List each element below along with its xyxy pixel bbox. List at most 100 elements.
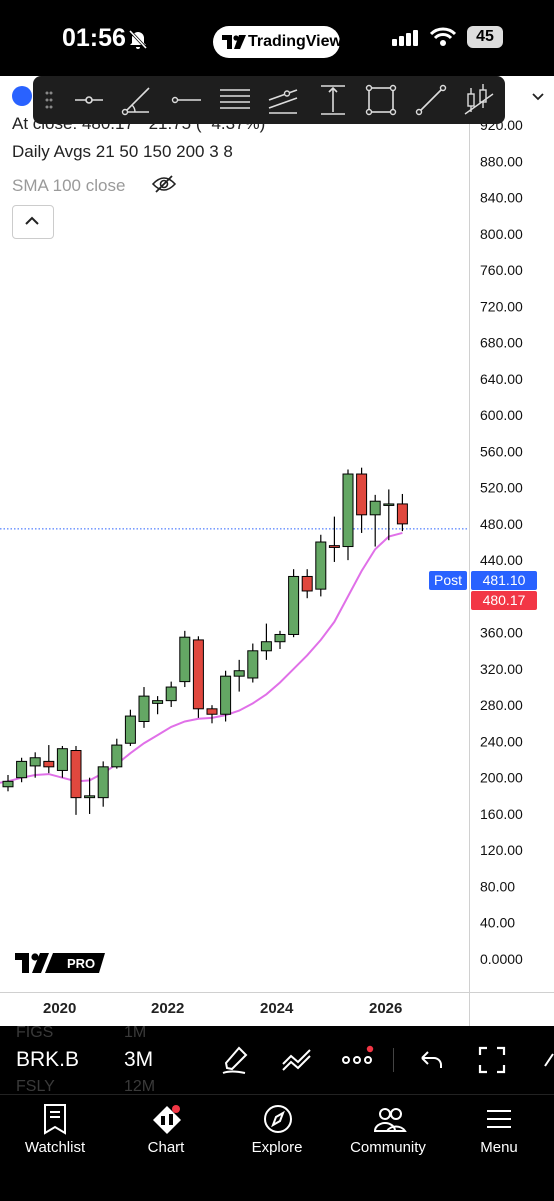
candles-tool-icon[interactable] <box>461 82 497 118</box>
time-axis-label: 2020 <box>43 1000 77 1017</box>
candle-body <box>29 757 41 767</box>
candle-body <box>260 641 272 652</box>
post-market-price: 481.10 <box>471 571 537 590</box>
price-axis-tick: 120.00 <box>480 842 523 858</box>
tab-label: Explore <box>251 1139 303 1156</box>
tradingview-logo-icon <box>222 35 246 49</box>
chart-canvas[interactable]: 920.00880.00840.00800.00760.00720.00680.… <box>0 76 554 1026</box>
tab-chart[interactable]: Chart <box>111 1095 221 1165</box>
tv-pro-logo: PRO <box>15 953 105 978</box>
fib-retracement-icon[interactable] <box>217 82 253 118</box>
candle-body <box>165 686 177 702</box>
candle-body <box>179 636 191 683</box>
community-icon <box>373 1108 407 1132</box>
candle-body <box>111 744 123 768</box>
candle-body <box>356 473 368 516</box>
tab-menu[interactable]: Menu <box>444 1095 554 1165</box>
price-axis-tick: 760.00 <box>480 262 523 278</box>
eye-off-icon[interactable] <box>152 174 176 194</box>
candle-body <box>220 675 232 715</box>
tab-watchlist[interactable]: Watchlist <box>0 1095 110 1165</box>
ghost-interval-above: 1M <box>124 1026 147 1041</box>
candle-body <box>274 633 286 643</box>
candle-body <box>369 500 381 516</box>
interval-selector[interactable]: 3M <box>124 1048 154 1071</box>
price-axis-tick: 440.00 <box>480 552 523 568</box>
price-axis-tick: 480.00 <box>480 516 523 532</box>
bottom-tab-bar[interactable]: Watchlist Chart Explore Community <box>0 1094 554 1201</box>
candle-body <box>2 780 14 788</box>
signal-icon <box>392 30 418 46</box>
ghost-symbol-above: FIGS <box>16 1026 54 1041</box>
trend-line-icon[interactable] <box>413 82 449 118</box>
ghost-symbol-below: FSLY <box>16 1078 55 1094</box>
candle-body <box>97 766 109 799</box>
candle-body <box>301 575 313 592</box>
chevron-down-icon[interactable] <box>532 92 544 102</box>
tab-explore[interactable]: Explore <box>222 1095 332 1165</box>
candle-body <box>124 715 136 744</box>
tab-label: Community <box>350 1139 426 1156</box>
price-axis-tick: 680.00 <box>480 335 523 351</box>
legend-sma[interactable]: SMA 100 close <box>12 176 126 195</box>
more-options-icon[interactable] <box>341 1044 375 1076</box>
price-range-icon[interactable] <box>315 82 351 118</box>
candle-body <box>247 650 259 679</box>
compass-icon <box>264 1105 292 1133</box>
price-axis-tick: 520.00 <box>480 480 523 496</box>
legend-daily-avgs[interactable]: Daily Avgs 21 50 150 200 3 8 <box>12 142 233 161</box>
candle-body <box>192 639 204 710</box>
price-axis-divider <box>469 76 470 1026</box>
bell-muted-icon <box>128 29 148 50</box>
price-axis-tick: 880.00 <box>480 153 523 169</box>
tradingview-pill[interactable]: TradingView <box>213 26 342 58</box>
price-axis-tick: 280.00 <box>480 697 523 713</box>
watchlist-icon <box>44 1104 66 1135</box>
brush-icon[interactable] <box>219 1044 251 1076</box>
price-axis-tick: 840.00 <box>480 190 523 206</box>
undo-icon[interactable] <box>416 1044 446 1076</box>
fullscreen-icon[interactable] <box>476 1044 508 1076</box>
status-time: 01:56 <box>62 24 126 52</box>
drawing-toolbar[interactable] <box>33 76 505 124</box>
chart-area[interactable]: 920.00 880.00 840.00 800.00 760.00 720.00 680.… <box>0 76 554 1026</box>
candle-body <box>16 760 28 779</box>
price-axis-tick: 240.00 <box>480 733 523 749</box>
time-axis-label: 2026 <box>369 1000 403 1017</box>
symbol-selector[interactable]: BRK.B <box>16 1048 80 1071</box>
time-axis-divider <box>0 992 554 993</box>
drag-handle-icon[interactable] <box>45 91 53 109</box>
status-bar: 01:56 TradingView 45 <box>0 0 554 76</box>
time-axis-label: 2022 <box>151 1000 185 1017</box>
price-axis-tick: 160.00 <box>480 806 523 822</box>
battery-level: 45 <box>467 26 503 48</box>
candle-body <box>138 695 150 722</box>
candle-body <box>288 575 300 635</box>
symbol-status-dot[interactable] <box>12 86 32 106</box>
horizontal-ray-icon[interactable] <box>71 82 107 118</box>
candle-body <box>383 503 395 506</box>
ghost-interval-below: 12M <box>124 1078 156 1094</box>
symbol-bar[interactable]: FIGS 1M BRK.B 3M FSLY 12M <box>0 1026 554 1094</box>
candle-body <box>152 700 164 704</box>
trend-angle-icon[interactable] <box>119 82 155 118</box>
post-market-label: Post <box>429 571 467 590</box>
collapse-legend-button[interactable] <box>12 205 54 239</box>
tab-label: Watchlist <box>24 1139 86 1156</box>
price-axis-tick: 720.00 <box>480 298 523 314</box>
candle-body <box>233 670 245 677</box>
horizontal-line-icon[interactable] <box>169 82 205 118</box>
menu-icon <box>487 1110 511 1128</box>
rectangle-icon[interactable] <box>363 82 399 118</box>
parallel-channel-icon[interactable] <box>265 82 301 118</box>
time-axis-label: 2024 <box>260 1000 294 1017</box>
candle-body <box>342 473 354 548</box>
edge-icon[interactable] <box>541 1044 554 1076</box>
tab-community[interactable]: Community <box>333 1095 443 1165</box>
price-axis-tick: 560.00 <box>480 443 523 459</box>
price-axis-tick: 640.00 <box>480 371 523 387</box>
candle-body <box>396 503 408 525</box>
indicators-icon[interactable] <box>280 1044 314 1076</box>
price-axis-tick: 80.00 <box>480 878 515 894</box>
tab-label: Chart <box>147 1139 185 1156</box>
